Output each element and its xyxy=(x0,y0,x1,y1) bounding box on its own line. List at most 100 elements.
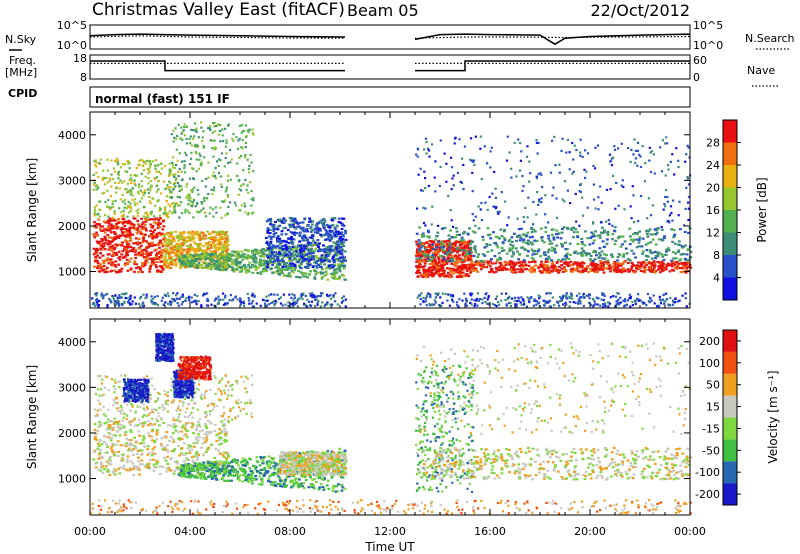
power-cell xyxy=(107,221,111,224)
power-cell xyxy=(101,254,105,257)
power-cell xyxy=(544,257,548,260)
power-cell xyxy=(125,248,128,251)
power-cell xyxy=(262,262,265,265)
power-cell xyxy=(236,256,240,259)
power-cell xyxy=(142,237,145,240)
power-cell xyxy=(472,159,476,162)
power-cell xyxy=(622,261,626,264)
power-cell xyxy=(185,137,188,141)
power-cell xyxy=(106,158,109,161)
power-cell xyxy=(336,303,339,306)
power-cell xyxy=(109,231,113,234)
power-cell xyxy=(424,250,428,253)
power-cell xyxy=(418,226,421,229)
power-cell xyxy=(291,305,294,308)
power-cell xyxy=(121,304,124,307)
power-cell xyxy=(98,243,102,246)
power-cell xyxy=(96,242,100,245)
power-cell xyxy=(686,176,689,179)
power-cell xyxy=(548,271,551,274)
power-cell xyxy=(613,269,616,272)
power-cell xyxy=(125,250,128,253)
power-cell xyxy=(299,252,303,255)
power-cell xyxy=(102,169,105,172)
power-cell xyxy=(233,270,237,273)
power-cell xyxy=(271,271,275,275)
power-cell xyxy=(225,250,229,253)
power-cell xyxy=(657,265,661,268)
power-cell xyxy=(581,155,584,158)
power-cell xyxy=(644,268,647,272)
power-cell xyxy=(163,255,167,258)
power-cell xyxy=(440,263,443,266)
power-cell xyxy=(519,141,522,145)
power-cell xyxy=(653,264,657,267)
power-cell xyxy=(254,258,258,261)
power-cell xyxy=(203,200,206,203)
power-cell xyxy=(622,253,626,256)
power-cell xyxy=(173,252,177,255)
power-cell xyxy=(521,270,524,273)
power-cell xyxy=(605,220,608,223)
power-cell xyxy=(233,250,237,254)
power-cell xyxy=(180,185,183,188)
power-cell xyxy=(323,305,326,308)
power-cell xyxy=(315,266,319,269)
power-cell xyxy=(423,271,426,274)
power-cell xyxy=(660,228,664,231)
power-cell xyxy=(137,192,140,195)
power-cell xyxy=(242,129,245,132)
power-cell xyxy=(129,297,132,300)
power-cell xyxy=(158,241,161,244)
power-cell xyxy=(450,246,454,249)
power-cell xyxy=(488,233,492,236)
power-cell xyxy=(338,268,341,271)
power-cell xyxy=(226,240,230,243)
power-cell xyxy=(474,135,477,138)
power-cell xyxy=(649,233,653,236)
power-cell xyxy=(137,247,141,250)
power-cell xyxy=(296,245,300,248)
power-cell xyxy=(195,266,199,270)
power-cell xyxy=(245,269,248,272)
power-cell xyxy=(437,246,441,249)
power-cell xyxy=(664,205,667,208)
power-cell xyxy=(514,247,518,250)
power-cell xyxy=(592,198,596,201)
power-cell xyxy=(516,268,519,271)
power-cell xyxy=(443,269,446,272)
power-cell xyxy=(101,177,104,180)
power-cell xyxy=(232,139,235,142)
power-cell xyxy=(110,240,113,243)
power-cell xyxy=(293,231,297,234)
power-cell xyxy=(220,185,223,189)
power-cell xyxy=(442,272,446,275)
power-cell xyxy=(446,251,450,254)
power-cell xyxy=(96,261,100,264)
power-cell xyxy=(457,265,461,268)
power-cell xyxy=(515,239,518,242)
power-cell xyxy=(127,221,130,225)
power-cell xyxy=(417,245,421,248)
power-cell xyxy=(141,303,144,306)
power-cell xyxy=(250,198,253,201)
power-cell xyxy=(201,179,204,183)
power-cell xyxy=(558,163,561,166)
power-cell xyxy=(118,255,122,259)
power-cell xyxy=(93,302,96,305)
power-cell xyxy=(540,201,543,204)
power-cell xyxy=(189,135,192,138)
power-cell xyxy=(518,270,522,273)
power-cell xyxy=(567,261,571,264)
power-cell xyxy=(448,238,452,241)
power-cell xyxy=(672,236,676,239)
power-cell xyxy=(223,240,227,243)
power-cell xyxy=(144,249,147,252)
power-cell xyxy=(237,209,241,212)
power-cell xyxy=(196,203,199,206)
power-cell xyxy=(533,261,537,264)
power-cell xyxy=(198,234,202,237)
power-cell xyxy=(315,222,319,225)
power-cell xyxy=(614,239,618,242)
power-cell xyxy=(122,215,125,218)
